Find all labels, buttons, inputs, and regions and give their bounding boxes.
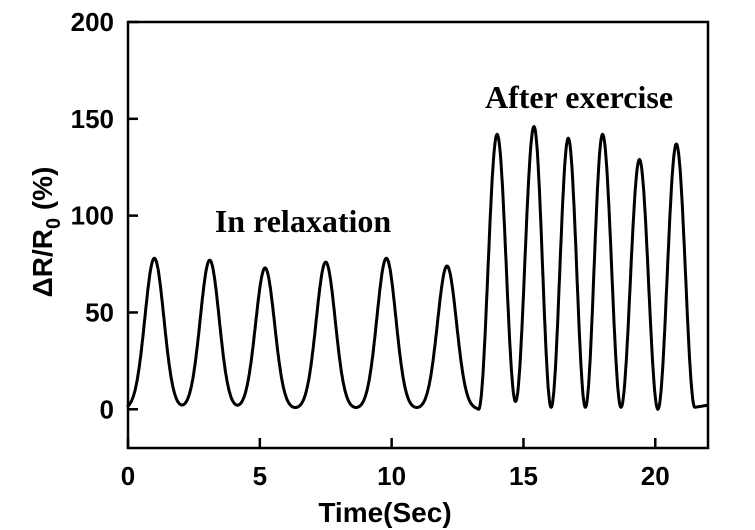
y-axis-title: ΔR/R0 (%) [27,167,65,298]
x-tick-label: 0 [121,461,135,491]
y-tick-label: 0 [100,394,114,424]
x-tick-label: 15 [509,461,538,491]
y-tick-label: 100 [71,201,114,231]
y-tick-label: 150 [71,104,114,134]
plot-frame [126,20,710,450]
x-tick-label: 5 [253,461,267,491]
y-axis-title-unit: (%) [27,167,58,218]
y-axis-title-main: ΔR/R [27,229,58,297]
x-tick-label: 20 [641,461,670,491]
y-tick-label: 50 [85,297,114,327]
y-axis-title-sub: 0 [43,218,65,229]
x-tick-label: 10 [377,461,406,491]
y-tick-label: 200 [71,7,114,37]
x-axis-title: Time(Sec) [318,497,451,528]
series-line [126,125,709,411]
annotation-relaxation: In relaxation [215,203,392,239]
annotation-after-exercise: After exercise [485,79,673,115]
